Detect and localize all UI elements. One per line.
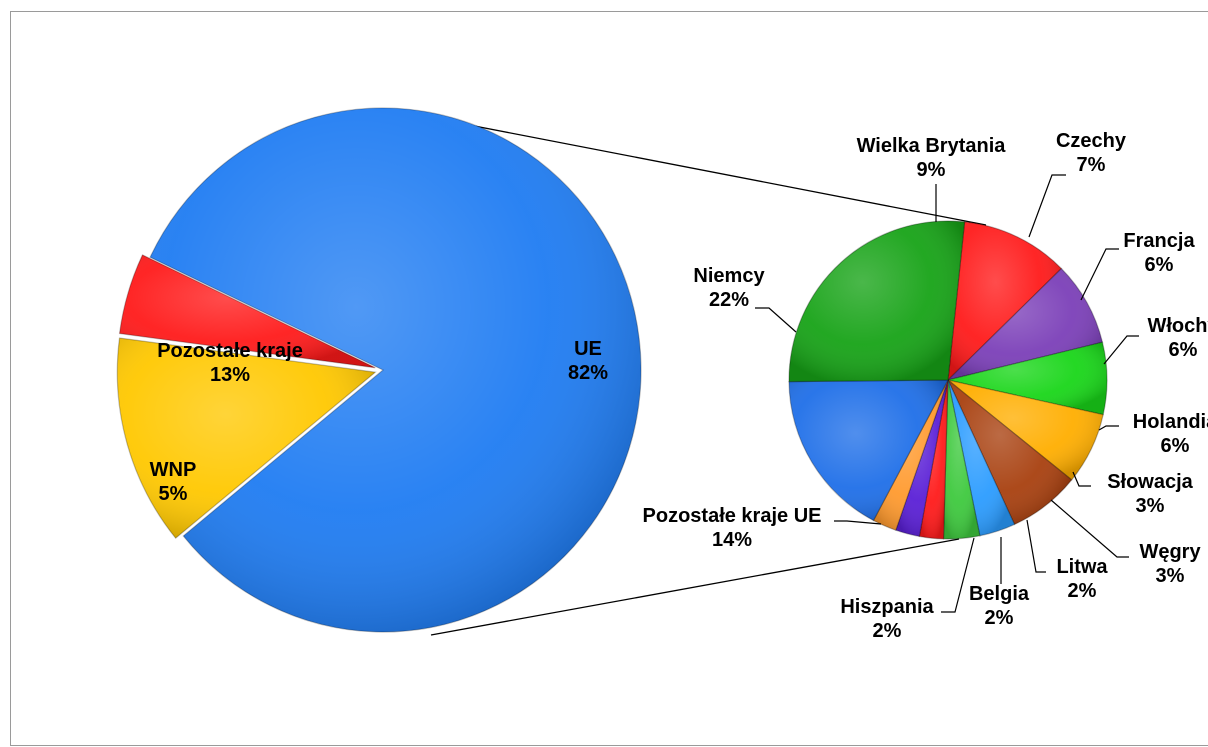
leader-line-francja	[1080, 248, 1119, 301]
leader-line-niemcy	[755, 307, 797, 333]
leader-line-czechy	[1028, 174, 1066, 238]
secondary-slice-shade-slowacja	[947, 379, 1016, 537]
leader-lines	[755, 174, 1139, 613]
connector-line-top	[458, 122, 987, 226]
leader-line-slowacja	[1072, 471, 1091, 487]
leader-line-holandia	[1098, 425, 1119, 431]
secondary-slice-shade-holandia	[947, 379, 1073, 526]
secondary-pie	[788, 220, 1108, 540]
secondary-slice-shade-niemcy	[788, 220, 966, 383]
label-litwa: Litwa 2%	[1056, 556, 1108, 602]
leader-line-hiszpania	[941, 537, 975, 613]
label-belgia: Belgia 2%	[969, 583, 1030, 629]
connector-lines	[430, 122, 987, 636]
label-wlochy: Włochy6%	[1147, 315, 1208, 361]
label-ue: UE 82%	[568, 338, 608, 384]
label-pozostale-kraje: Pozostałe kraje 13%	[157, 340, 303, 386]
leader-line-litwa	[1026, 519, 1046, 573]
secondary-slice-shade-wielka-brytania	[947, 221, 1063, 382]
data-labels: UE 82% Pozostałe kraje 13% WNP 5% Wielka Bryta…	[150, 130, 1208, 642]
label-slowacja: Słowacja 3%	[1107, 471, 1193, 517]
secondary-slice-shade-wlochy	[947, 379, 1104, 481]
label-czechy: Czechy 7%	[1056, 130, 1127, 176]
connector-line-bottom	[430, 538, 960, 636]
secondary-slice-shade-czechy	[946, 267, 1104, 382]
label-wnp: WNP 5%	[150, 459, 197, 505]
main-slice-shade-wnp	[118, 254, 376, 369]
label-wegry: Węgry 3%	[1139, 541, 1201, 587]
main-slice-shade-ue	[149, 107, 642, 633]
main-pie	[116, 107, 642, 633]
main-slice-shade-pozostale-kraje	[116, 337, 377, 539]
secondary-slice-shade-wegry	[942, 379, 981, 540]
leader-line-wegry	[1050, 499, 1129, 558]
label-wielka-brytania: Wielka Brytania 9%	[857, 135, 1007, 181]
secondary-slice-shade-hiszpania	[872, 379, 949, 531]
leader-line-pozostale-kraje-ue	[834, 520, 882, 525]
secondary-slice-shade-belgia	[895, 379, 949, 538]
secondary-slice-shade-pozostale-kraje-ue	[788, 379, 950, 522]
label-francja: Francja 6%	[1123, 230, 1195, 276]
leader-line-wlochy	[1103, 335, 1139, 365]
label-holandia: Holandia6%	[1133, 411, 1208, 457]
label-pozostale-kraje-ue: Pozostałe kraje UE 14%	[643, 505, 822, 551]
pie-of-pie-chart: UE 82% Pozostałe kraje 13% WNP 5% Wielka Bryta…	[116, 107, 1208, 642]
chart-frame: UE 82% Pozostałe kraje 13% WNP 5% Wielka Bryta…	[10, 11, 1208, 746]
label-hiszpania: Hiszpania 2%	[840, 596, 934, 642]
secondary-slice-shade-litwa	[918, 379, 949, 540]
secondary-slice-shade-francja	[947, 341, 1108, 416]
label-niemcy: Niemcy 22%	[693, 265, 765, 311]
